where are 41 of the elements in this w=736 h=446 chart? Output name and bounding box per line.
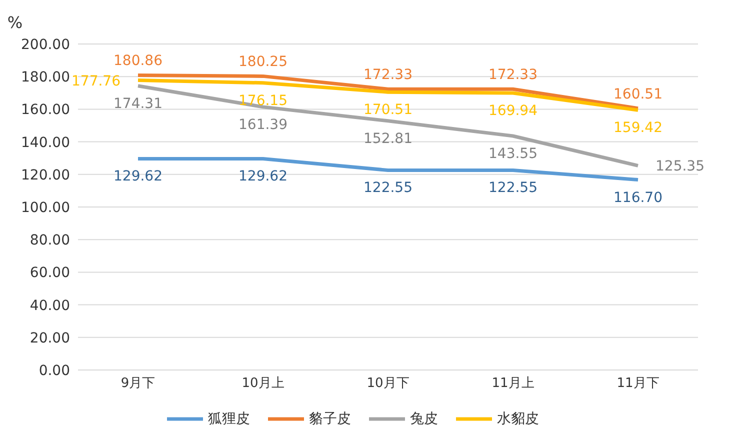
- data-label: 169.94: [488, 103, 538, 119]
- data-label: 170.51: [364, 102, 412, 118]
- data-label: 116.70: [614, 190, 662, 206]
- data-label: 122.55: [364, 180, 412, 196]
- data-label: 152.81: [364, 130, 412, 147]
- y-tick-label: 180.00: [21, 70, 70, 86]
- y-tick-label: 100.00: [21, 200, 70, 216]
- data-label: 159.42: [614, 120, 662, 136]
- data-label: 143.55: [488, 146, 538, 162]
- y-tick-label: 40.00: [30, 298, 70, 314]
- legend-label: 水貂皮: [497, 410, 539, 428]
- data-label: 160.51: [614, 86, 662, 102]
- data-label: 129.62: [238, 168, 288, 185]
- y-tick-label: 160.00: [21, 102, 70, 118]
- data-label: 172.33: [364, 67, 412, 84]
- data-label: 129.62: [114, 168, 162, 185]
- y-tick-label: 140.00: [21, 134, 70, 151]
- legend-label: 狐狸皮: [208, 410, 250, 428]
- data-label: 161.39: [238, 116, 288, 133]
- y-tick-label: 80.00: [30, 232, 70, 249]
- y-tick-label: 200.00: [21, 36, 70, 53]
- x-tick-label: 9月下: [120, 376, 156, 392]
- x-tick-label: 11月下: [616, 376, 660, 392]
- x-tick-label: 10月下: [366, 376, 410, 392]
- y-tick-label: 0.00: [38, 362, 70, 379]
- y-axis-title: %: [7, 13, 23, 32]
- y-tick-label: 20.00: [30, 330, 70, 346]
- y-tick-label: 60.00: [30, 265, 70, 282]
- x-tick-label: 11月上: [492, 376, 534, 392]
- data-label: 122.55: [488, 180, 538, 196]
- data-label: 174.31: [114, 96, 162, 112]
- legend-label: 貉子皮: [309, 410, 351, 428]
- data-label: 172.33: [488, 67, 538, 84]
- x-tick-label: 10月上: [242, 376, 284, 392]
- data-label: 176.15: [238, 92, 288, 109]
- data-label: 125.35: [656, 158, 704, 175]
- data-label: 180.86: [114, 53, 163, 70]
- y-tick-label: 120.00: [21, 167, 70, 184]
- legend-label: 兔皮: [410, 410, 438, 428]
- data-label: 180.25: [238, 54, 288, 70]
- data-label: 177.76: [72, 73, 121, 90]
